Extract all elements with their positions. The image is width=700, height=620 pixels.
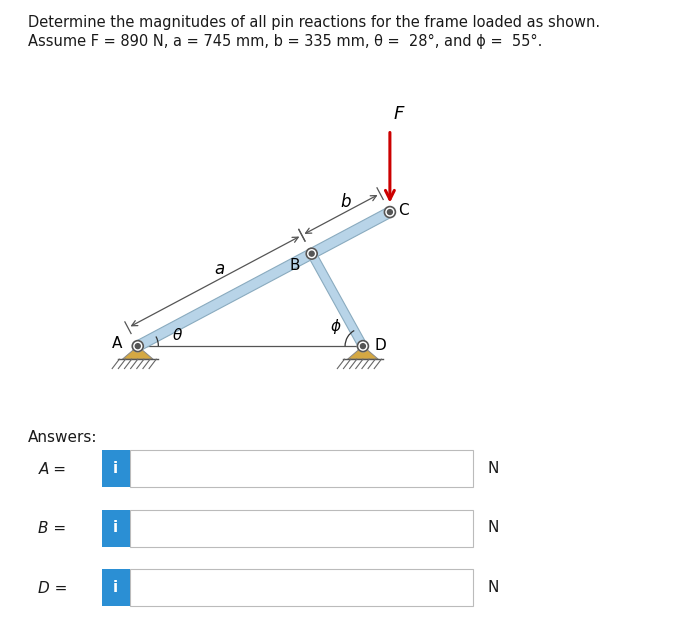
Text: Assume F = 890 N, a = 745 mm, b = 335 mm, θ =  28°, and ϕ =  55°.: Assume F = 890 N, a = 745 mm, b = 335 mm… [28, 34, 542, 49]
Text: N: N [488, 580, 499, 595]
Text: F: F [393, 105, 404, 123]
FancyBboxPatch shape [102, 450, 130, 487]
Text: i: i [113, 461, 118, 476]
Text: b: b [340, 193, 351, 211]
FancyBboxPatch shape [130, 569, 473, 606]
Text: A: A [112, 336, 122, 351]
Circle shape [360, 343, 365, 348]
Polygon shape [122, 346, 153, 359]
Circle shape [135, 343, 140, 348]
Circle shape [358, 340, 368, 352]
Text: N: N [488, 520, 499, 535]
Text: C: C [398, 203, 409, 218]
Text: i: i [113, 520, 118, 535]
Polygon shape [308, 252, 367, 348]
Circle shape [132, 340, 144, 352]
Polygon shape [347, 346, 378, 359]
FancyBboxPatch shape [130, 450, 473, 487]
Text: D: D [375, 337, 386, 353]
Text: i: i [113, 580, 118, 595]
Circle shape [309, 251, 314, 256]
FancyBboxPatch shape [130, 510, 473, 547]
FancyBboxPatch shape [102, 569, 130, 606]
Text: a: a [214, 260, 225, 278]
Text: B: B [289, 258, 300, 273]
Circle shape [306, 248, 317, 259]
Text: Determine the magnitudes of all pin reactions for the frame loaded as shown.: Determine the magnitudes of all pin reac… [28, 16, 600, 30]
Polygon shape [135, 208, 392, 351]
Text: A =: A = [38, 462, 66, 477]
Text: $\phi$: $\phi$ [330, 317, 341, 336]
Text: N: N [488, 461, 499, 476]
Text: Answers:: Answers: [28, 430, 97, 445]
Circle shape [387, 210, 393, 215]
Circle shape [384, 206, 395, 218]
Text: B =: B = [38, 521, 66, 536]
FancyBboxPatch shape [102, 510, 130, 547]
Text: D =: D = [38, 581, 68, 596]
Text: $\theta$: $\theta$ [172, 327, 183, 343]
